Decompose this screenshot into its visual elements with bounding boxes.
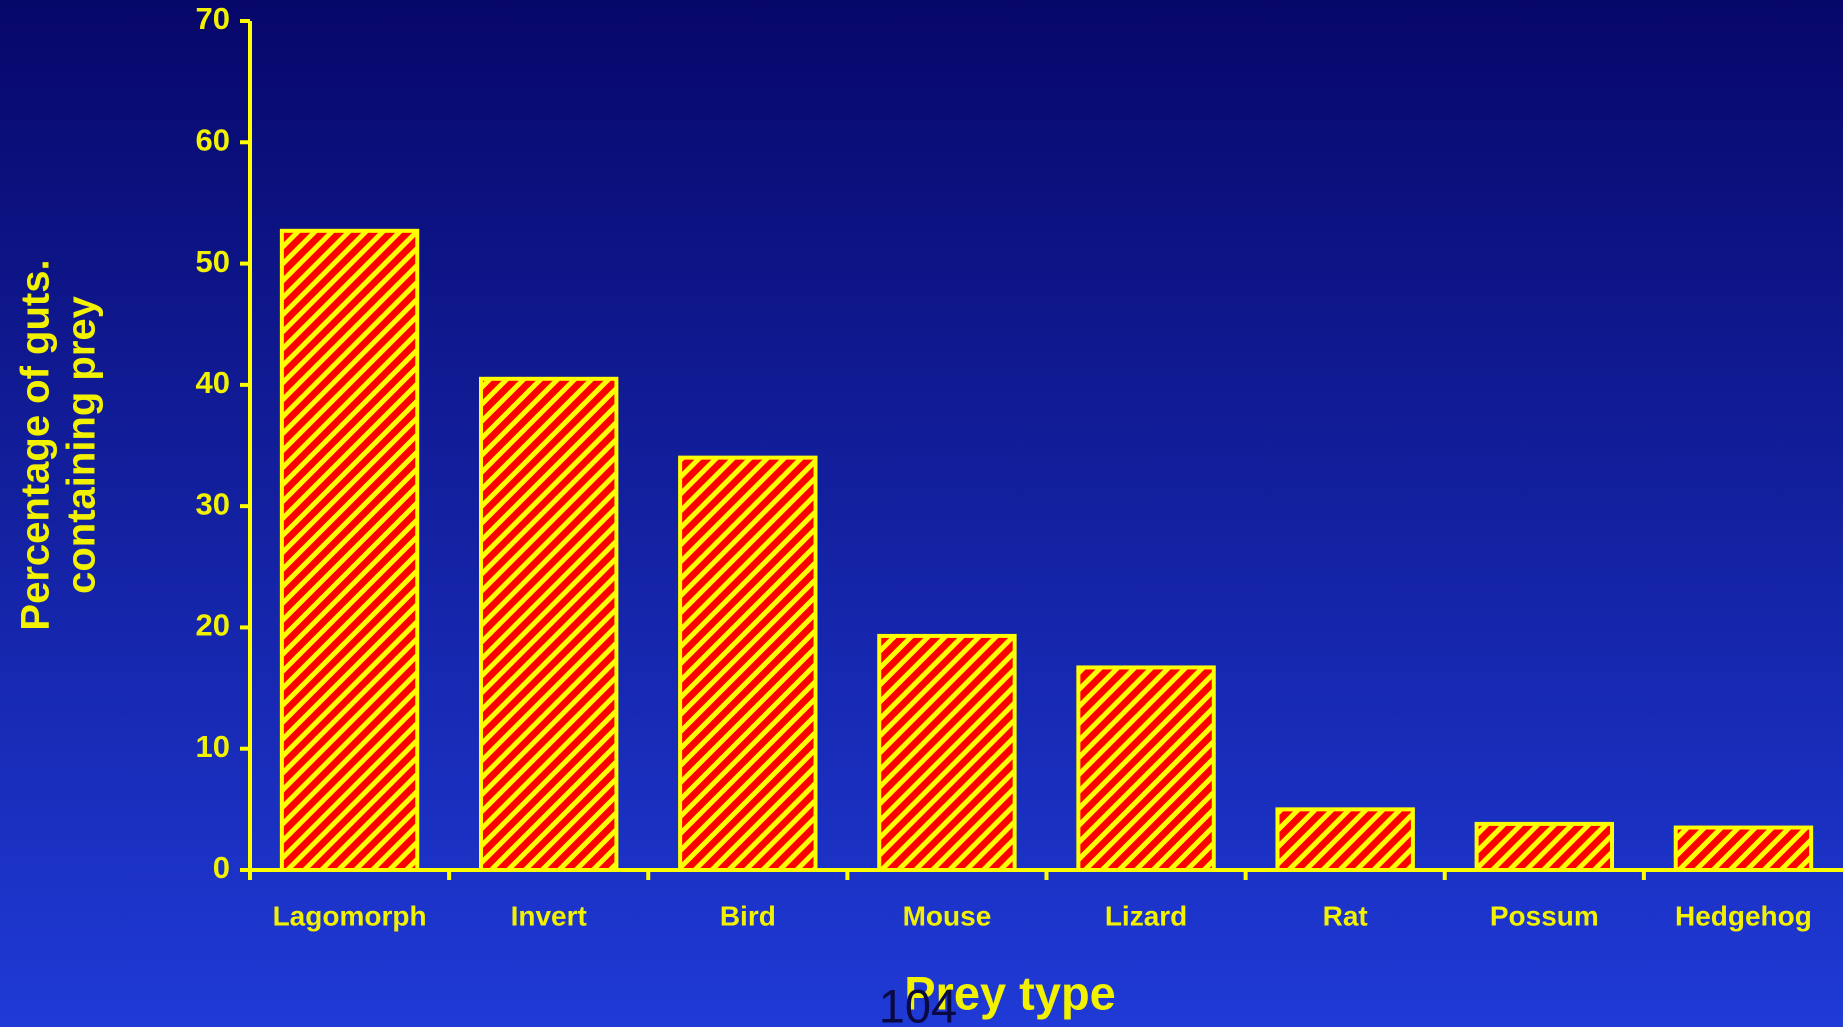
chart: Percentage of guts. containing prey Prey… [0,0,1843,1027]
x-tick-label: Possum [1490,900,1599,931]
y-tick-label: 30 [196,486,230,521]
bar [481,379,616,870]
x-tick-label: Invert [511,900,587,931]
y-tick-label: 10 [196,729,230,764]
x-tick-label: Mouse [903,900,992,931]
y-tick-label: 20 [196,608,230,643]
bar [1477,824,1612,870]
x-tick-label: Lizard [1105,900,1187,931]
y-tick-label: 60 [196,122,230,157]
bar [680,458,815,870]
bar [1078,667,1213,870]
x-tick-label: Bird [720,900,776,931]
bar [282,231,417,870]
bar [1676,828,1811,870]
page: Percentage of guts. containing prey Prey… [0,0,1843,1027]
y-tick-label: 0 [213,850,230,885]
y-tick-label: 70 [196,1,230,36]
x-tick-label: Rat [1323,900,1368,931]
page-number: 104 [879,979,957,1027]
bar [879,636,1014,870]
y-label-line: Percentage of guts. [14,259,58,630]
x-tick-label: Hedgehog [1675,900,1812,931]
y-tick-label: 40 [196,365,230,400]
background [0,0,1843,1027]
y-label-line: containing prey [60,295,104,594]
x-tick-label: Lagomorph [273,900,427,931]
y-tick-label: 50 [196,244,230,279]
bar [1277,809,1412,870]
